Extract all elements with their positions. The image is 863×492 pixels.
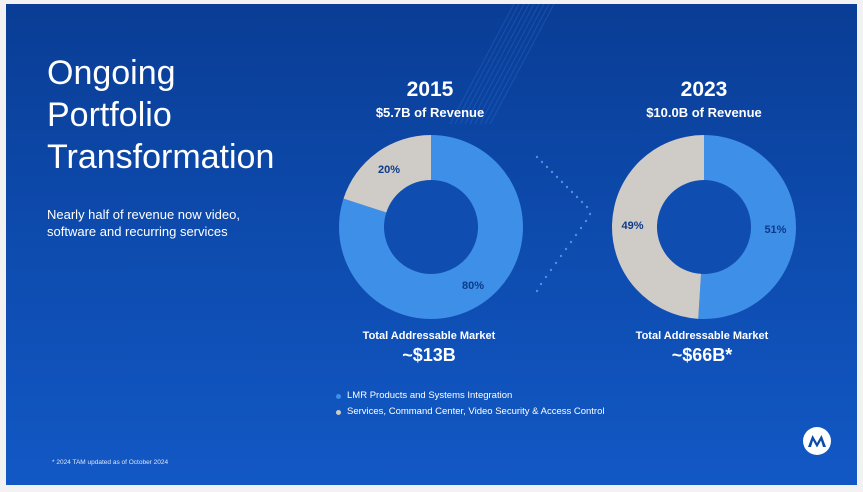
slide: Ongoing Portfolio Transformation Nearly … xyxy=(6,4,857,485)
chart-revenue: $10.0B of Revenue xyxy=(646,105,762,120)
donut-hole xyxy=(384,180,478,274)
donut-data-label: 51% xyxy=(764,224,786,236)
donut-data-label: 20% xyxy=(378,164,400,176)
chart-year: 2015 xyxy=(406,78,454,101)
donut-slice-services xyxy=(611,135,704,319)
chart-revenue: $5.7B of Revenue xyxy=(375,105,485,120)
donut-hole xyxy=(657,180,751,274)
legend-label: Services, Command Center, Video Security… xyxy=(347,406,605,417)
legend: LMR Products and Systems Integration Ser… xyxy=(336,388,605,420)
chart-header-2023: 2023 $10.0B of Revenue xyxy=(604,78,804,122)
donut-chart-2023: 51% 49% xyxy=(611,135,796,319)
tam-2023: Total Addressable Market ~$66B* xyxy=(592,329,812,366)
title-line-1: Ongoing xyxy=(47,54,176,92)
donut-slice-lmr xyxy=(698,135,796,319)
donut-slice-services xyxy=(343,135,431,213)
footnote: * 2024 TAM updated as of October 2024 xyxy=(52,459,169,466)
legend-swatch-services xyxy=(336,409,341,415)
title-line-3: Transformation xyxy=(47,138,275,176)
legend-item-services: Services, Command Center, Video Security… xyxy=(336,404,605,420)
donut-slice-lmr xyxy=(339,135,523,319)
donut-data-label: 80% xyxy=(462,280,484,292)
tam-label: Total Addressable Market xyxy=(362,330,496,342)
chart-year: 2023 xyxy=(680,78,728,101)
page-title: Ongoing Portfolio Transformation xyxy=(47,52,327,178)
chevron-dotted-icon xyxy=(535,155,592,293)
donut-chart-2015: 80% 20% xyxy=(339,135,523,319)
motorola-logo-icon xyxy=(803,427,831,455)
tam-value: ~$13B xyxy=(402,345,456,365)
tam-label: Total Addressable Market xyxy=(635,330,769,342)
legend-label: LMR Products and Systems Integration xyxy=(347,390,513,401)
title-line-2: Portfolio xyxy=(47,96,172,134)
donut-data-label: 49% xyxy=(622,220,644,232)
legend-swatch-lmr xyxy=(336,393,341,399)
legend-item-lmr: LMR Products and Systems Integration xyxy=(336,388,605,404)
chart-header-2015: 2015 $5.7B of Revenue xyxy=(330,78,530,122)
subtitle: Nearly half of revenue now video, softwa… xyxy=(47,207,240,239)
tam-2015: Total Addressable Market ~$13B xyxy=(319,329,539,366)
tam-value: ~$66B* xyxy=(671,345,733,365)
